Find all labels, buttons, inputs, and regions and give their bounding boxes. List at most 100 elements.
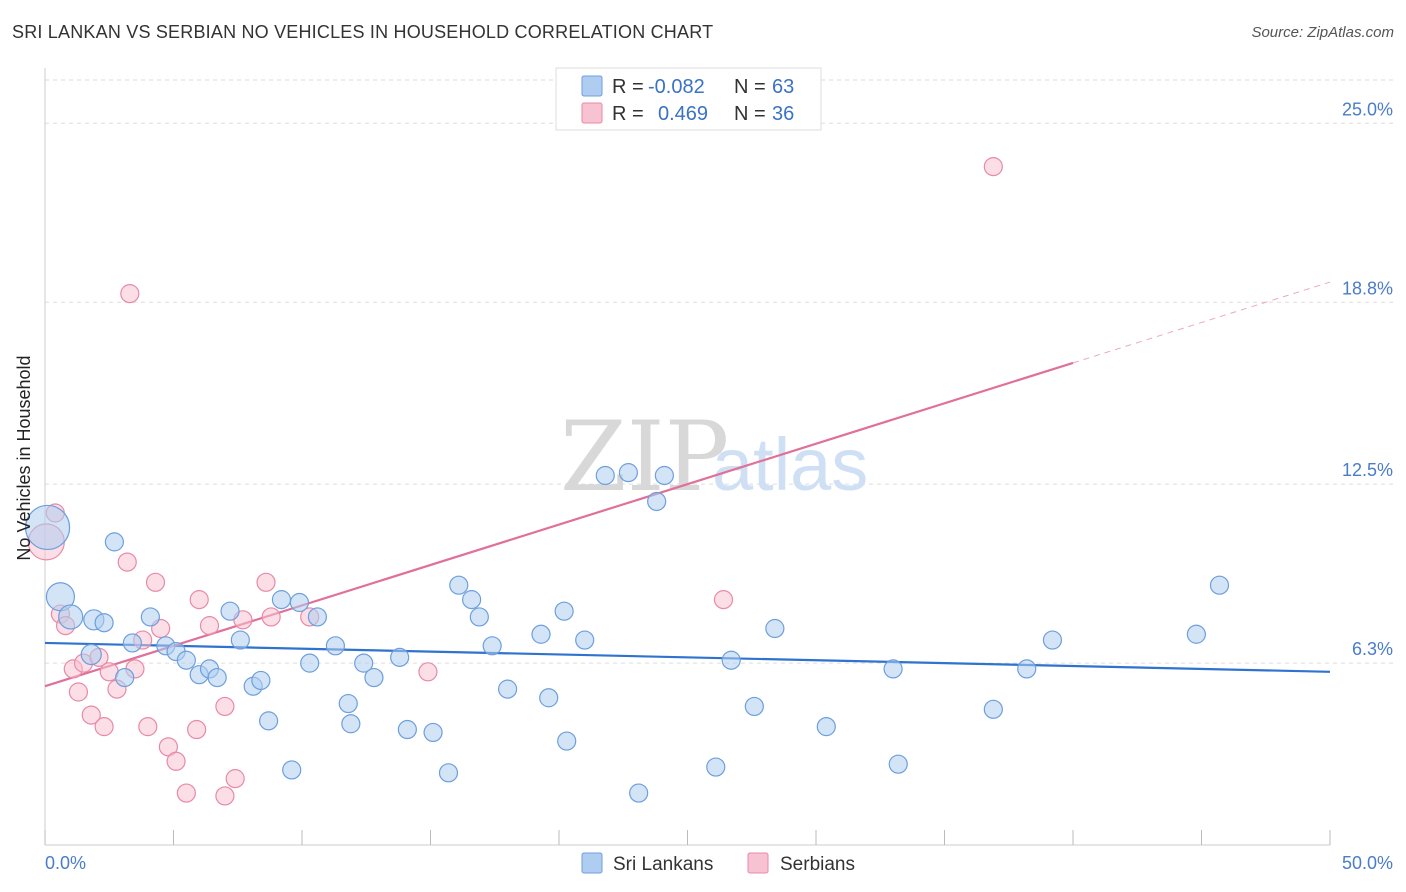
chart-title: SRI LANKAN VS SERBIAN NO VEHICLES IN HOU… — [12, 22, 714, 42]
sri-lankan-point — [618, 463, 638, 483]
sri-lankan-point — [300, 653, 320, 673]
sri-lankan-point — [80, 643, 102, 666]
serbian-point — [256, 572, 276, 592]
sri-lankan-point — [104, 532, 124, 552]
sri-lankan-point — [207, 667, 227, 688]
sri-lankan-point — [58, 604, 84, 630]
serbian-point — [176, 783, 196, 803]
serbian-point — [713, 590, 734, 610]
sri-lankan-point — [176, 650, 196, 670]
serbian-point — [215, 696, 235, 717]
serbian-point — [120, 284, 140, 304]
sri-lankan-point — [94, 613, 114, 633]
x-tick-label: 50.0% — [1342, 853, 1393, 873]
sri-lankan-point — [1042, 630, 1063, 650]
watermark-atlas: atlas — [712, 423, 868, 506]
legend-n-value: 63 — [772, 76, 794, 98]
legend-r-label: R = — [612, 76, 644, 98]
sri-lankan-point — [289, 592, 310, 613]
sri-lankan-point — [122, 633, 142, 653]
sri-lankan-point — [24, 504, 71, 551]
sri-lankan-point — [888, 754, 908, 774]
legend-r-label: R = — [612, 103, 644, 125]
sri-lankan-point — [282, 760, 302, 780]
grid-lines — [45, 79, 1395, 664]
legend-r-value: 0.469 — [658, 103, 708, 125]
serbian-point — [225, 769, 245, 789]
sri-lankan-point — [654, 465, 674, 486]
trend-line-1 — [44, 361, 1074, 688]
legend-n-label: N = — [734, 76, 766, 98]
serbian-point — [261, 607, 281, 627]
sri-lankan-point — [449, 575, 469, 595]
trend-line-0 — [44, 641, 1331, 673]
sri-lankan-point — [1186, 624, 1206, 644]
legend-r-value: -0.082 — [648, 76, 705, 98]
legend-bottom: Sri Lankans Serbians — [581, 852, 855, 875]
legend-label-serbians: Serbians — [780, 854, 855, 875]
sri-lankan-point — [397, 719, 417, 740]
y-tick-label: 12.5% — [1342, 460, 1393, 480]
sri-lankan-point — [390, 647, 410, 667]
sri-lankan-point — [983, 699, 1003, 719]
trend-line-extension-1 — [1072, 281, 1331, 364]
sri-lankan-point — [230, 630, 250, 650]
sri-lankan-point — [115, 667, 135, 688]
source-label: Source: ZipAtlas.com — [1251, 24, 1394, 41]
sri-lankan-point — [325, 636, 346, 656]
sri-lankan-point — [258, 711, 279, 731]
sri-lankan-point — [647, 491, 667, 512]
sri-lankan-point — [554, 601, 574, 621]
y-tick-label: 25.0% — [1342, 99, 1393, 119]
serbian-point — [138, 717, 158, 737]
legend-swatch-sri-lankans — [581, 852, 603, 874]
sri-lankan-point — [1209, 575, 1230, 595]
sri-lankan-point — [721, 650, 741, 670]
sri-lankan-point — [354, 653, 374, 673]
sri-lankan-point — [595, 465, 615, 486]
trend-lines — [44, 281, 1331, 688]
sri-lankan-point — [251, 670, 271, 691]
legend-label-sri-lankans: Sri Lankans — [613, 854, 713, 875]
sri-lankan-point — [469, 607, 489, 627]
axes: 6.3% 12.5% 18.8% 25.0% 0.0% 50.0% — [44, 68, 1393, 873]
sri-lankan-point — [498, 679, 518, 699]
sri-lankan-point — [482, 636, 502, 656]
scatter-points — [24, 157, 1230, 806]
serbian-point — [189, 590, 209, 610]
sri-lankan-point — [883, 659, 903, 679]
sri-lankan-point — [557, 731, 577, 751]
y-tick-label: 18.8% — [1342, 278, 1393, 298]
watermark-zip: ZIP — [560, 401, 729, 513]
serbian-point — [117, 552, 137, 572]
y-tick-label: 6.3% — [1352, 639, 1393, 659]
sri-lankan-point — [816, 717, 836, 737]
y-axis-title: No Vehicles in Household — [14, 355, 34, 560]
legend-swatch-serbians — [581, 102, 603, 124]
sri-lankan-point — [364, 667, 384, 688]
serbian-point — [68, 682, 89, 702]
sri-lankan-point — [307, 607, 328, 627]
x-tick-label: 0.0% — [45, 853, 86, 873]
legend-swatch-sri-lankans — [581, 75, 603, 97]
serbian-point — [166, 751, 186, 771]
sri-lankan-point — [629, 783, 649, 803]
serbian-point — [145, 572, 166, 592]
serbian-point — [983, 157, 1003, 177]
sri-lankan-point — [438, 763, 459, 783]
sri-lankan-point — [1017, 659, 1037, 679]
serbian-point — [81, 705, 101, 725]
sri-lankan-point — [539, 688, 559, 708]
sri-lankan-point — [140, 607, 160, 627]
sri-lankan-point — [744, 696, 764, 717]
legend-top: R = -0.082 N = 63 R = 0.469 N = 36 — [555, 67, 822, 131]
sri-lankan-point — [462, 590, 482, 610]
sri-lankan-point — [341, 714, 361, 734]
sri-lankan-point — [338, 693, 358, 714]
sri-lankan-point — [423, 722, 443, 743]
serbian-point — [418, 662, 438, 682]
serbian-point — [215, 786, 235, 806]
serbian-point — [199, 616, 220, 636]
sri-lankan-point — [575, 630, 595, 650]
